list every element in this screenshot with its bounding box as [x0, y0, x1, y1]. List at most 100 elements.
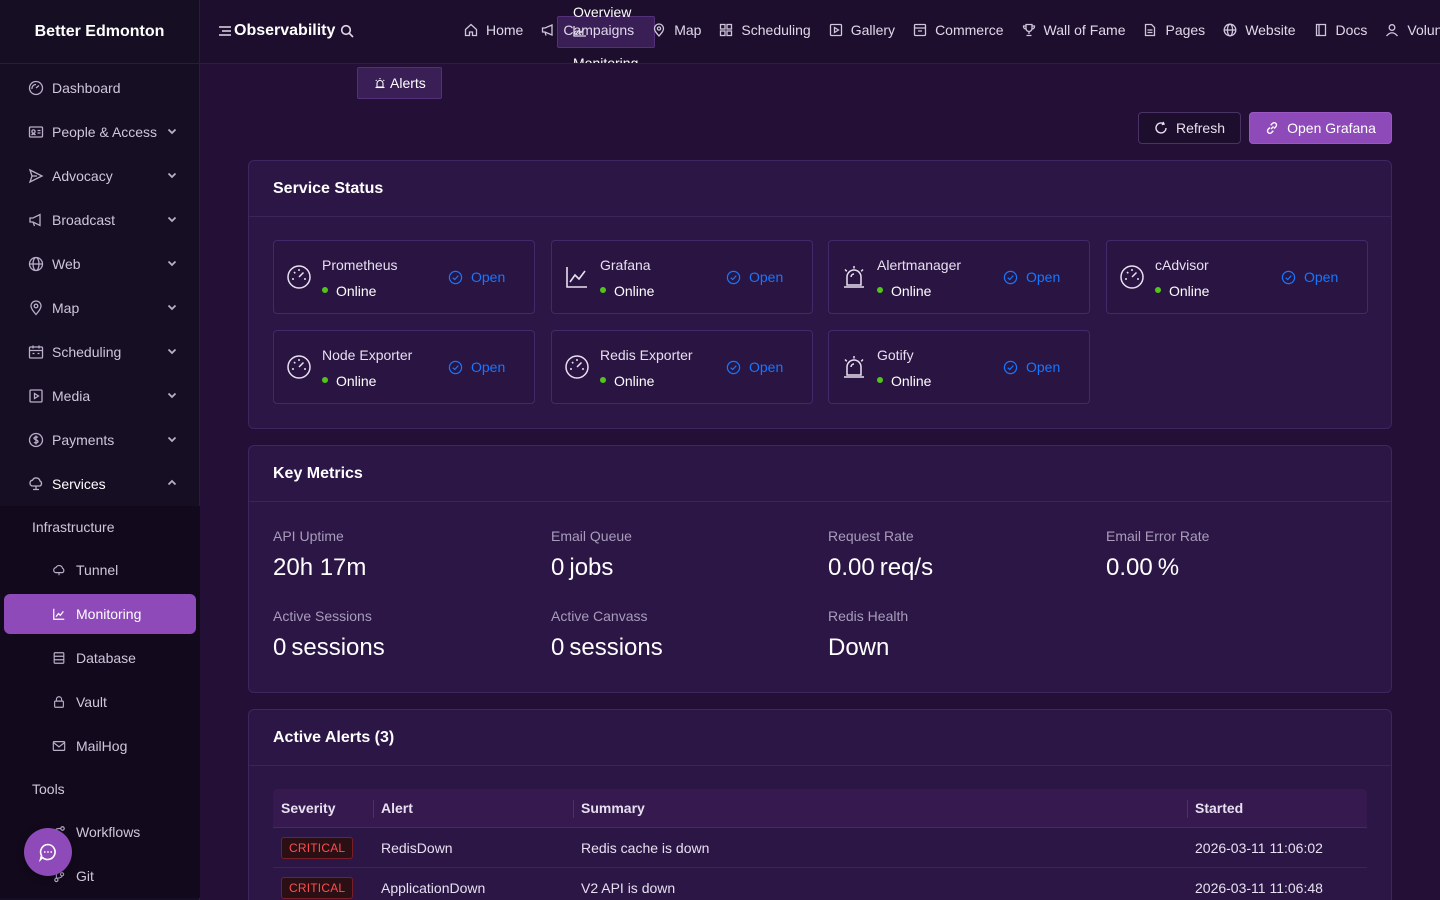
topnav-scheduling[interactable]: Scheduling [719, 22, 811, 38]
topnav-campaigns[interactable]: Campaigns [541, 22, 634, 38]
severity-cell: CRITICAL [273, 868, 373, 900]
submenu-heading-infrastructure: Infrastructure [32, 519, 115, 535]
sidebar-item-vault[interactable]: Vault [0, 680, 200, 724]
summary-cell: V2 API is down [581, 879, 676, 896]
sidebar-item-tunnel[interactable]: Tunnel [0, 548, 200, 592]
topnav-volunteer[interactable]: Volunteer [1385, 22, 1440, 38]
check-circle-icon [1003, 360, 1018, 374]
sidebar-item-label: Advocacy [52, 168, 113, 184]
column-header-started[interactable]: Started [1187, 789, 1367, 827]
check-circle-icon [448, 270, 463, 284]
sidebar-item-web[interactable]: Web [0, 242, 200, 286]
sidebar-item-label: Broadcast [52, 212, 116, 228]
chevron-down-icon [167, 348, 177, 355]
service-card-grafana: Grafana Online Open [551, 240, 813, 314]
status-dot [600, 287, 606, 293]
check-circle-icon [448, 360, 463, 374]
sidebar-item-database[interactable]: Database [0, 636, 200, 680]
metric-unit: req/s [879, 554, 934, 581]
key-metrics-title: Key Metrics [249, 446, 1391, 502]
open-alertmanager-link[interactable]: Open [1003, 269, 1060, 285]
sidebar-item-scheduling[interactable]: Scheduling [0, 330, 200, 374]
open-label: Open [1304, 269, 1339, 285]
sidebar-item-people[interactable]: People & Access [0, 110, 200, 154]
metric-active-canvass: Active Canvass 0 sessions [551, 608, 663, 662]
topnav-wall-of-fame[interactable]: Wall of Fame [1022, 22, 1126, 38]
open-node-exporter-link[interactable]: Open [448, 359, 505, 375]
topnav-label: Scheduling [741, 22, 811, 38]
sidebar-item-monitoring[interactable]: Monitoring [4, 594, 196, 634]
alarm-icon [844, 266, 864, 288]
refresh-button[interactable]: Refresh [1138, 112, 1241, 144]
metric-email-error-rate: Email Error Rate 0.00% [1106, 528, 1209, 582]
menu-icon[interactable] [218, 24, 232, 38]
open-label: Open [471, 269, 506, 285]
alerts-table: Severity Alert Summary Started CRITICAL … [273, 789, 1367, 900]
alert-cell: ApplicationDown [381, 879, 486, 896]
topnav-gallery[interactable]: Gallery [829, 22, 895, 38]
mail-icon [52, 741, 66, 751]
table-row[interactable]: CRITICAL ApplicationDown V2 API is down … [273, 868, 1367, 900]
column-header-summary[interactable]: Summary [573, 789, 1187, 827]
chevron-down-icon [167, 392, 177, 399]
sidebar-item-services[interactable]: Services [0, 462, 200, 506]
tab-alerts[interactable]: Alerts [357, 67, 442, 99]
metric-label: Active Canvass [551, 608, 648, 624]
dashboard-icon [28, 80, 44, 96]
trophy-icon [1022, 23, 1035, 37]
topnav-commerce[interactable]: Commerce [913, 22, 1004, 38]
open-gotify-link[interactable]: Open [1003, 359, 1060, 375]
metric-label: Active Sessions [273, 608, 372, 624]
open-redis-exporter-link[interactable]: Open [726, 359, 783, 375]
tab-overview[interactable] [557, 16, 655, 48]
key-metrics-card: Key Metrics API Uptime 20h 17m Email Que… [248, 445, 1392, 693]
status-dot [1155, 287, 1161, 293]
sidebar-item-broadcast[interactable]: Broadcast [0, 198, 200, 242]
severity-cell: CRITICAL [273, 828, 373, 867]
sidebar-item-label: Tunnel [76, 562, 119, 578]
topnav-label: Wall of Fame [1043, 22, 1126, 38]
metric-unit: jobs [569, 554, 614, 581]
topnav-home[interactable]: Home [464, 22, 523, 38]
topnav-label: Pages [1165, 22, 1206, 38]
chevron-down-icon [167, 128, 177, 135]
service-name: Node Exporter [322, 347, 413, 363]
gauge-icon [287, 265, 311, 289]
sidebar-item-advocacy[interactable]: Advocacy [0, 154, 200, 198]
open-grafana-link[interactable]: Open [726, 269, 783, 285]
page-title-text: Observability [234, 22, 336, 39]
topnav-docs[interactable]: Docs [1314, 22, 1367, 38]
send-icon [28, 168, 44, 184]
service-name: Redis Exporter [600, 347, 693, 363]
search-icon[interactable] [340, 24, 354, 38]
open-label: Open [1026, 269, 1061, 285]
open-cadvisor-link[interactable]: Open [1281, 269, 1338, 285]
sidebar-item-media[interactable]: Media [0, 374, 200, 418]
summary-cell: Redis cache is down [581, 839, 710, 856]
service-name: Gotify [877, 347, 914, 363]
open-grafana-button[interactable]: Open Grafana [1249, 112, 1392, 144]
open-prometheus-link[interactable]: Open [448, 269, 505, 285]
metric-number: 0.00 [1106, 554, 1153, 581]
topnav-website[interactable]: Website [1223, 22, 1296, 38]
chevron-down-icon [167, 304, 177, 311]
table-row[interactable]: CRITICAL RedisDown Redis cache is down 2… [273, 828, 1367, 868]
started-cell: 2026-03-11 11:06:02 [1195, 839, 1323, 856]
sidebar-item-mailhog[interactable]: MailHog [0, 724, 200, 768]
sidebar-item-dashboard[interactable]: Dashboard [0, 66, 200, 110]
chat-icon [39, 843, 56, 862]
megaphone-icon [29, 213, 41, 227]
status-dot [322, 377, 328, 383]
status-dot [877, 377, 883, 383]
topnav-map[interactable]: Map [652, 22, 701, 38]
open-label: Open [749, 359, 784, 375]
column-header-severity[interactable]: Severity [281, 800, 336, 816]
chat-button[interactable] [24, 828, 72, 876]
metric-value: 0 sessions [273, 634, 385, 662]
topnav-pages[interactable]: Pages [1143, 22, 1205, 38]
service-card-gotify: Gotify Online Open [828, 330, 1090, 404]
severity-badge: CRITICAL [281, 836, 354, 859]
sidebar-item-map[interactable]: Map [0, 286, 200, 330]
column-header-alert[interactable]: Alert [373, 789, 573, 827]
sidebar-item-payments[interactable]: Payments [0, 418, 200, 462]
